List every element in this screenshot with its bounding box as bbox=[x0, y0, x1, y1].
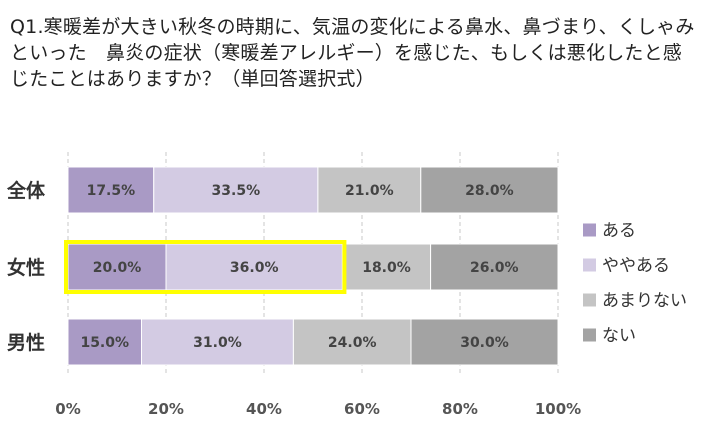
highlight-layer bbox=[64, 240, 347, 294]
value-label: 21.0% bbox=[345, 183, 394, 199]
category-label: 全体 bbox=[6, 179, 46, 202]
bar-segment bbox=[420, 166, 559, 214]
x-tick-label: 0% bbox=[55, 400, 80, 418]
legend-swatch bbox=[583, 223, 596, 237]
bar-segment bbox=[341, 243, 432, 291]
bar-segment bbox=[430, 243, 559, 291]
value-label: 18.0% bbox=[362, 260, 411, 276]
value-label: 28.0% bbox=[465, 183, 514, 199]
value-label: 36.0% bbox=[230, 260, 279, 276]
bar-segment bbox=[153, 166, 319, 214]
x-tick-label: 60% bbox=[344, 400, 380, 418]
bar-segments bbox=[67, 166, 559, 366]
value-label: 20.0% bbox=[93, 260, 142, 276]
legend-label: ややある bbox=[602, 256, 670, 276]
bar-segment bbox=[292, 318, 412, 366]
bar-segment bbox=[410, 318, 559, 366]
value-label: 31.0% bbox=[193, 335, 242, 351]
highlight-box bbox=[64, 240, 347, 294]
x-axis-ticks: 0% 20% 40% 60% 80% 100% bbox=[55, 400, 581, 418]
value-label: 15.0% bbox=[80, 335, 129, 351]
legend-label: ない bbox=[602, 326, 636, 346]
bar-segment bbox=[165, 243, 343, 291]
bar-segment bbox=[317, 166, 422, 214]
bar-segment bbox=[67, 318, 142, 366]
legend-swatch bbox=[583, 328, 596, 342]
value-label: 26.0% bbox=[470, 260, 519, 276]
category-label: 女性 bbox=[7, 256, 45, 279]
question-text: Q1.寒暖差が大きい秋冬の時期に、気温の変化による鼻水、鼻づまり、くしゃみといっ… bbox=[10, 16, 695, 90]
x-tick-label: 80% bbox=[442, 400, 478, 418]
category-label: 男性 bbox=[7, 331, 45, 354]
legend-label: ある bbox=[602, 221, 636, 241]
x-tick-label: 40% bbox=[246, 400, 282, 418]
value-label: 24.0% bbox=[328, 335, 377, 351]
value-labels: 17.5% 33.5% 21.0% 28.0% 20.0% 36.0% 18.0% 26.0%… bbox=[80, 183, 518, 351]
legend-label: あまりない bbox=[602, 291, 687, 311]
value-label: 33.5% bbox=[212, 183, 261, 199]
value-label: 17.5% bbox=[87, 183, 136, 199]
x-tick-label: 20% bbox=[148, 400, 184, 418]
value-label: 30.0% bbox=[460, 335, 509, 351]
x-tick-label: 100% bbox=[535, 400, 581, 418]
bar-segment bbox=[141, 318, 294, 366]
legend-swatch bbox=[583, 293, 596, 307]
legend-swatch bbox=[583, 258, 596, 272]
